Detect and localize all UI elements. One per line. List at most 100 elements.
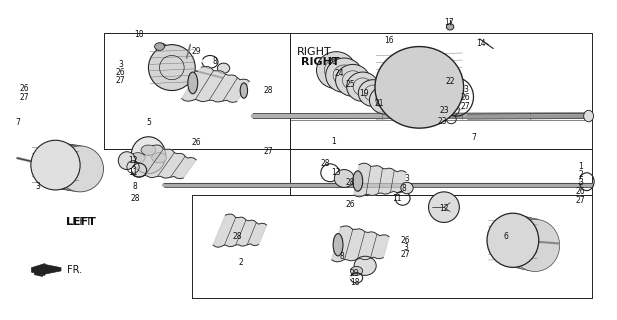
Text: 6: 6 (503, 232, 508, 241)
Ellipse shape (240, 83, 247, 98)
Text: 11: 11 (392, 194, 401, 203)
Polygon shape (132, 145, 196, 179)
Polygon shape (181, 67, 249, 102)
Text: 29: 29 (350, 268, 360, 278)
Ellipse shape (510, 219, 560, 271)
Text: 26: 26 (401, 236, 410, 245)
Text: LEFT: LEFT (67, 217, 93, 227)
Text: 27: 27 (461, 102, 470, 111)
Text: 14: 14 (476, 39, 486, 48)
Ellipse shape (47, 144, 94, 190)
Ellipse shape (32, 142, 79, 188)
Text: 28: 28 (130, 194, 139, 203)
Text: 22: 22 (445, 77, 455, 86)
Polygon shape (31, 264, 61, 275)
Text: 18: 18 (350, 278, 360, 287)
Text: 23: 23 (438, 117, 447, 126)
Ellipse shape (188, 72, 197, 94)
Ellipse shape (505, 218, 554, 270)
Text: 27: 27 (263, 147, 273, 156)
Ellipse shape (375, 47, 463, 128)
Text: 28: 28 (263, 86, 273, 95)
Text: 3: 3 (405, 174, 410, 183)
Ellipse shape (317, 52, 356, 89)
Text: 26: 26 (192, 138, 201, 147)
Ellipse shape (37, 143, 84, 189)
Text: 21: 21 (375, 99, 384, 108)
Ellipse shape (149, 45, 195, 91)
Ellipse shape (131, 137, 166, 174)
Ellipse shape (130, 153, 145, 163)
Text: RIGHT: RIGHT (297, 47, 332, 57)
Text: 8: 8 (402, 184, 407, 193)
Ellipse shape (488, 214, 537, 267)
Text: 29: 29 (192, 47, 201, 56)
Ellipse shape (347, 72, 379, 101)
Ellipse shape (584, 110, 594, 122)
Text: 28: 28 (233, 232, 242, 241)
Ellipse shape (155, 43, 165, 50)
Text: 1: 1 (331, 137, 336, 146)
Text: 26: 26 (576, 188, 586, 196)
Ellipse shape (52, 145, 99, 191)
Ellipse shape (499, 217, 549, 269)
Ellipse shape (152, 153, 167, 163)
Ellipse shape (118, 152, 136, 170)
Text: 11: 11 (128, 168, 138, 177)
Text: 3: 3 (463, 85, 468, 94)
Text: 25: 25 (346, 80, 355, 89)
Text: 13: 13 (331, 168, 341, 177)
Ellipse shape (401, 182, 413, 194)
Ellipse shape (333, 234, 343, 256)
Text: 2: 2 (238, 258, 243, 267)
Ellipse shape (141, 145, 156, 155)
Text: RIGHT: RIGHT (302, 57, 340, 67)
Ellipse shape (446, 24, 453, 30)
Ellipse shape (42, 144, 89, 189)
Ellipse shape (326, 58, 363, 92)
Text: 3: 3 (404, 243, 408, 252)
Text: 28: 28 (321, 159, 331, 168)
Text: 28: 28 (346, 178, 355, 187)
Text: LEFT: LEFT (66, 217, 96, 227)
Text: 8: 8 (133, 182, 137, 191)
Text: 5: 5 (146, 118, 151, 127)
Ellipse shape (334, 170, 354, 188)
Ellipse shape (354, 256, 376, 275)
Text: 19: 19 (359, 89, 369, 98)
Text: 20: 20 (327, 57, 337, 66)
Ellipse shape (57, 146, 104, 192)
Text: 23: 23 (439, 106, 449, 115)
Text: 26: 26 (116, 68, 125, 77)
Text: 7: 7 (15, 118, 20, 127)
Text: 1: 1 (578, 162, 583, 171)
Text: 27: 27 (576, 196, 586, 205)
Text: 27: 27 (116, 76, 125, 85)
Ellipse shape (429, 192, 459, 222)
Text: 18: 18 (135, 30, 144, 39)
Text: 24: 24 (334, 69, 344, 78)
Text: 3: 3 (35, 182, 40, 191)
Text: 17: 17 (444, 18, 453, 27)
Text: 27: 27 (19, 93, 29, 102)
Ellipse shape (353, 171, 363, 191)
Text: 12: 12 (439, 204, 449, 213)
Text: 26: 26 (346, 200, 355, 209)
Ellipse shape (370, 86, 402, 114)
Text: 3: 3 (118, 60, 123, 69)
Ellipse shape (155, 43, 167, 51)
Text: 8: 8 (212, 57, 217, 66)
Ellipse shape (358, 80, 388, 107)
Text: 3: 3 (578, 179, 583, 188)
Text: 2: 2 (578, 170, 583, 179)
Ellipse shape (487, 213, 539, 268)
Ellipse shape (494, 215, 543, 268)
Polygon shape (354, 163, 406, 197)
Polygon shape (213, 214, 267, 247)
Ellipse shape (350, 267, 363, 275)
Text: 8: 8 (340, 252, 345, 261)
Text: 27: 27 (401, 251, 410, 260)
Text: 26: 26 (461, 93, 470, 102)
Text: 26: 26 (19, 84, 29, 93)
Text: 7: 7 (471, 132, 476, 141)
